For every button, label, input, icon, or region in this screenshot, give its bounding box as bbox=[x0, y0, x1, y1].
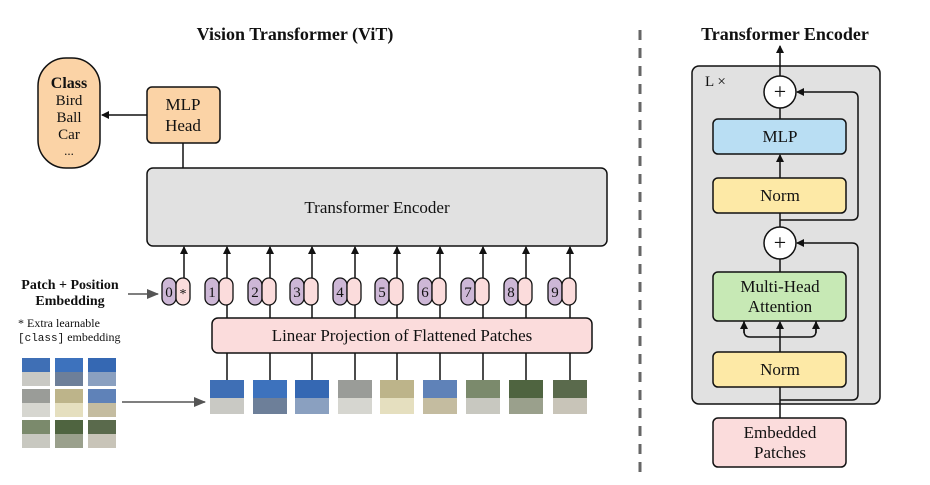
norm-box: Norm bbox=[712, 177, 847, 214]
image-patch bbox=[55, 420, 83, 448]
token-pair: 1 bbox=[204, 246, 234, 318]
class-item: Car bbox=[58, 127, 80, 143]
image-patch bbox=[55, 389, 83, 417]
embedded-patches-box: Embedded Patches bbox=[712, 417, 847, 468]
image-patch bbox=[509, 380, 543, 414]
attention-label: Multi-Head bbox=[740, 277, 820, 296]
mlp-head-label: MLP bbox=[166, 95, 201, 114]
add-node: + bbox=[763, 75, 797, 109]
class-token-symbol: * bbox=[180, 287, 187, 302]
class-heading: Class bbox=[51, 75, 87, 92]
embedded-patches-label: Embedded bbox=[744, 423, 817, 442]
image-patch-grid bbox=[22, 358, 116, 448]
image-patch bbox=[295, 380, 329, 414]
patch-embedding bbox=[474, 277, 490, 306]
image-patch bbox=[553, 380, 587, 414]
patch-embedding bbox=[431, 277, 447, 306]
projection-label: Linear Projection of Flattened Patches bbox=[272, 326, 533, 345]
token-pair: 6 bbox=[417, 246, 447, 318]
plus-icon: + bbox=[774, 79, 786, 104]
add-node: + bbox=[763, 226, 797, 260]
patch-embedding bbox=[561, 277, 577, 306]
image-patch bbox=[22, 358, 50, 386]
position-index: 3 bbox=[293, 285, 301, 301]
class-item: Ball bbox=[57, 110, 82, 126]
plus-icon: + bbox=[774, 230, 786, 255]
image-patch bbox=[55, 358, 83, 386]
attention-label: Attention bbox=[748, 297, 813, 316]
position-index: 1 bbox=[208, 285, 216, 301]
token-pair: 8 bbox=[503, 246, 533, 318]
linear-projection-box: Linear Projection of Flattened Patches bbox=[211, 317, 593, 354]
class-item: ... bbox=[64, 143, 74, 158]
encoder-title: Transformer Encoder bbox=[701, 24, 869, 44]
token-row: 0 * 1 2 3 4 5 6 7 8 9 bbox=[161, 246, 577, 318]
norm-label: Norm bbox=[760, 186, 800, 205]
class-item: Bird bbox=[56, 93, 83, 109]
repeat-label: L × bbox=[705, 74, 726, 90]
token-pair: 7 bbox=[460, 246, 490, 318]
position-index: 0 bbox=[165, 285, 173, 301]
image-patch bbox=[88, 358, 116, 386]
mlp-head-label: Head bbox=[165, 116, 201, 135]
position-index: 7 bbox=[464, 285, 472, 301]
encoder-label: Transformer Encoder bbox=[304, 198, 450, 217]
embedded-patches-label: Patches bbox=[754, 443, 806, 462]
position-index: 9 bbox=[551, 285, 559, 301]
image-patch bbox=[88, 389, 116, 417]
image-patch bbox=[88, 420, 116, 448]
mlp-head-box: MLP Head bbox=[146, 86, 221, 144]
token-pair: 4 bbox=[332, 246, 362, 318]
position-index: 8 bbox=[507, 285, 515, 301]
norm-label: Norm bbox=[760, 360, 800, 379]
note-text: * Extra learnable bbox=[18, 316, 100, 330]
image-patch bbox=[22, 420, 50, 448]
patch-embedding bbox=[218, 277, 234, 306]
token-pair: 9 bbox=[547, 246, 577, 318]
token-pair: 0 * bbox=[161, 246, 191, 306]
image-patch bbox=[253, 380, 287, 414]
image-patch bbox=[338, 380, 372, 414]
norm-box: Norm bbox=[712, 351, 847, 388]
note-text: [class] embedding bbox=[18, 330, 121, 345]
token-pair: 3 bbox=[289, 246, 319, 318]
image-patch bbox=[423, 380, 457, 414]
mlp-box: MLP bbox=[712, 118, 847, 155]
patch-embedding bbox=[175, 277, 191, 306]
patch-embedding bbox=[517, 277, 533, 306]
position-index: 2 bbox=[251, 285, 259, 301]
patch-row bbox=[210, 353, 587, 414]
patch-embedding bbox=[346, 277, 362, 306]
embedding-label: Patch + Position bbox=[21, 278, 119, 293]
token-pair: 2 bbox=[247, 246, 277, 318]
position-index: 6 bbox=[421, 285, 429, 301]
patch-embedding bbox=[388, 277, 404, 306]
attention-box: Multi-Head Attention bbox=[712, 271, 847, 322]
class-output-box: Class Bird Ball Car ... bbox=[37, 57, 101, 169]
position-index: 4 bbox=[336, 285, 344, 301]
token-pair: 5 bbox=[374, 246, 404, 318]
image-patch bbox=[466, 380, 500, 414]
transformer-encoder-block: Transformer Encoder bbox=[146, 167, 608, 247]
image-patch bbox=[380, 380, 414, 414]
image-patch bbox=[210, 380, 244, 414]
position-index: 5 bbox=[378, 285, 386, 301]
mlp-label: MLP bbox=[763, 127, 798, 146]
patch-embedding bbox=[261, 277, 277, 306]
patch-embedding bbox=[303, 277, 319, 306]
embedding-label: Embedding bbox=[35, 294, 104, 309]
vit-title: Vision Transformer (ViT) bbox=[197, 24, 394, 45]
image-patch bbox=[22, 389, 50, 417]
